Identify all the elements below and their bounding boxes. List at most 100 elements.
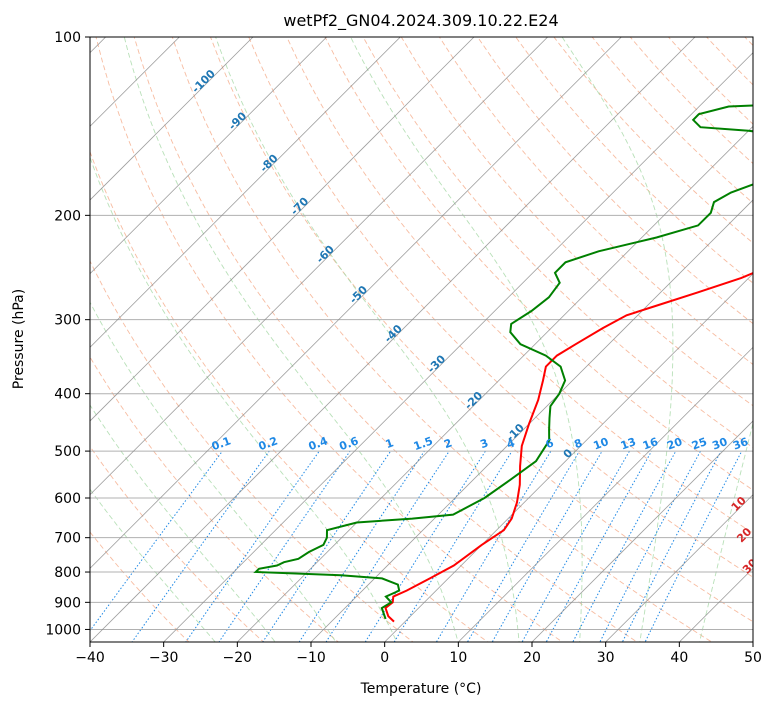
mixing-ratio-label: 36 bbox=[731, 435, 750, 453]
dry-adiabat bbox=[171, 37, 713, 642]
isotherm-gridline bbox=[531, 420, 753, 642]
mixing-ratio-line bbox=[90, 450, 223, 632]
temperature-profile-line bbox=[384, 272, 753, 623]
mixing-ratio-line bbox=[262, 450, 392, 642]
mixing-ratio-label: 0.6 bbox=[338, 434, 361, 453]
isotherm-gridline bbox=[0, 10, 59, 654]
mixing-ratio-label: 25 bbox=[690, 435, 709, 452]
isotherm-label: -20 bbox=[462, 389, 485, 412]
moist-adiabat bbox=[90, 156, 398, 642]
x-axis-label: Temperature (°C) bbox=[360, 681, 482, 697]
y-tick-label: 500 bbox=[54, 444, 81, 460]
mixing-ratio-line bbox=[491, 450, 603, 642]
dry-adiabat bbox=[90, 531, 190, 642]
dry-adiabat bbox=[667, 37, 753, 125]
isotherm-gridline bbox=[605, 494, 753, 642]
y-tick-label: 400 bbox=[54, 387, 81, 403]
dry-adiabat bbox=[248, 37, 753, 578]
dry-adiabat bbox=[90, 445, 265, 642]
dry-adiabat bbox=[90, 259, 414, 642]
grid-lines bbox=[0, 10, 753, 654]
x-tick-label: −30 bbox=[149, 650, 179, 666]
isotherm-gridline bbox=[90, 37, 180, 127]
y-tick-label: 300 bbox=[54, 313, 81, 329]
mixing-ratio-label: 3 bbox=[478, 436, 490, 451]
y-tick-label: 900 bbox=[54, 595, 81, 611]
mixing-ratio-label: 0.2 bbox=[257, 434, 280, 453]
isotherm-gridline bbox=[90, 37, 475, 422]
isotherm-gridline bbox=[236, 125, 753, 642]
mixing-ratio-line bbox=[185, 450, 320, 642]
mixing-ratio-line bbox=[644, 450, 743, 642]
isotherm-label: -50 bbox=[347, 283, 370, 306]
theta-label: 40 bbox=[756, 584, 775, 604]
x-tick-label: 10 bbox=[449, 650, 467, 666]
moist-adiabat bbox=[561, 37, 674, 642]
y-axis-label: Pressure (hPa) bbox=[11, 289, 27, 389]
isotherm-label: -70 bbox=[288, 194, 311, 217]
moist-adiabat bbox=[90, 301, 337, 642]
dry-adiabat bbox=[90, 356, 339, 642]
mixing-ratio-label: 2 bbox=[442, 436, 454, 451]
isotherm-gridline bbox=[384, 273, 753, 642]
mixing-ratio-label: 1.5 bbox=[412, 434, 435, 453]
mixing-ratio-label: 16 bbox=[641, 435, 660, 453]
x-tick-label: 20 bbox=[523, 650, 541, 666]
isotherm-gridline bbox=[90, 37, 549, 496]
moist-adiabat bbox=[90, 488, 216, 642]
isotherm-gridline bbox=[163, 52, 753, 642]
isotherm-gridline bbox=[90, 37, 401, 348]
mixing-ratio-label: 4 bbox=[505, 436, 517, 451]
x-tick-label: −20 bbox=[223, 650, 253, 666]
dry-adiabat bbox=[324, 37, 753, 491]
line-labels: -100-90-80-70-60-50-40-30-20-1000.1 0.2 0.… bbox=[189, 67, 775, 604]
x-tick-label: 0 bbox=[380, 650, 389, 666]
isotherm-gridline bbox=[90, 37, 254, 201]
y-tick-label: 200 bbox=[54, 208, 81, 224]
mixing-ratio-line bbox=[393, 450, 513, 642]
isotherm-label: -40 bbox=[382, 322, 405, 345]
x-tick-label: −10 bbox=[296, 650, 326, 666]
moist-adiabat bbox=[123, 37, 459, 642]
theta-label: 10 bbox=[729, 494, 749, 514]
dry-adiabat bbox=[362, 37, 753, 449]
mixing-ratio-label: 13 bbox=[619, 435, 638, 452]
x-tick-label: 30 bbox=[597, 650, 615, 666]
isotherm-gridline bbox=[90, 37, 622, 569]
profile-lines bbox=[253, 104, 753, 623]
chart-title: wetPf2_GN04.2024.309.10.22.E24 bbox=[283, 11, 558, 31]
isotherm-label: -60 bbox=[314, 242, 337, 265]
isotherm-label: -90 bbox=[226, 109, 249, 132]
dry-adiabat bbox=[477, 37, 753, 325]
mixing-ratio-line bbox=[545, 450, 653, 642]
mixing-ratio-label: 0.4 bbox=[307, 434, 330, 453]
mixing-ratio-label: 1 bbox=[384, 436, 396, 451]
dry-adiabat bbox=[515, 37, 753, 284]
x-tick-label: 40 bbox=[670, 650, 688, 666]
y-tick-label: 100 bbox=[54, 30, 81, 46]
mixing-ratio-line bbox=[621, 450, 722, 642]
dry-adiabat bbox=[90, 150, 489, 642]
x-tick-label: 50 bbox=[744, 650, 762, 666]
isotherm-gridline bbox=[90, 37, 696, 642]
x-tick-label: −40 bbox=[75, 650, 105, 666]
y-tick-label: 600 bbox=[54, 491, 81, 507]
mixing-ratio-label: 0.1 bbox=[210, 434, 233, 453]
y-tick-label: 1000 bbox=[45, 622, 81, 638]
mixing-ratio-line bbox=[325, 450, 450, 642]
x-axis: −40 −30 −20 −10 0 10 20 30 40 50 bbox=[75, 642, 762, 666]
mixing-ratio-label: 10 bbox=[592, 435, 611, 453]
mixing-ratio-label: 8 bbox=[572, 436, 584, 451]
mixing-ratio-line bbox=[298, 450, 425, 642]
y-tick-label: 700 bbox=[54, 531, 81, 547]
isotherm-label: -80 bbox=[257, 152, 280, 175]
isotherm-label: -100 bbox=[189, 67, 218, 96]
dry-adiabat bbox=[756, 10, 775, 654]
isotherm-label: -30 bbox=[425, 352, 448, 375]
y-tick-label: 800 bbox=[54, 565, 81, 581]
dry-adiabat bbox=[286, 37, 753, 534]
theta-label: 20 bbox=[734, 525, 754, 545]
mixing-ratio-line bbox=[599, 450, 701, 642]
isotherm-gridline bbox=[310, 199, 753, 642]
